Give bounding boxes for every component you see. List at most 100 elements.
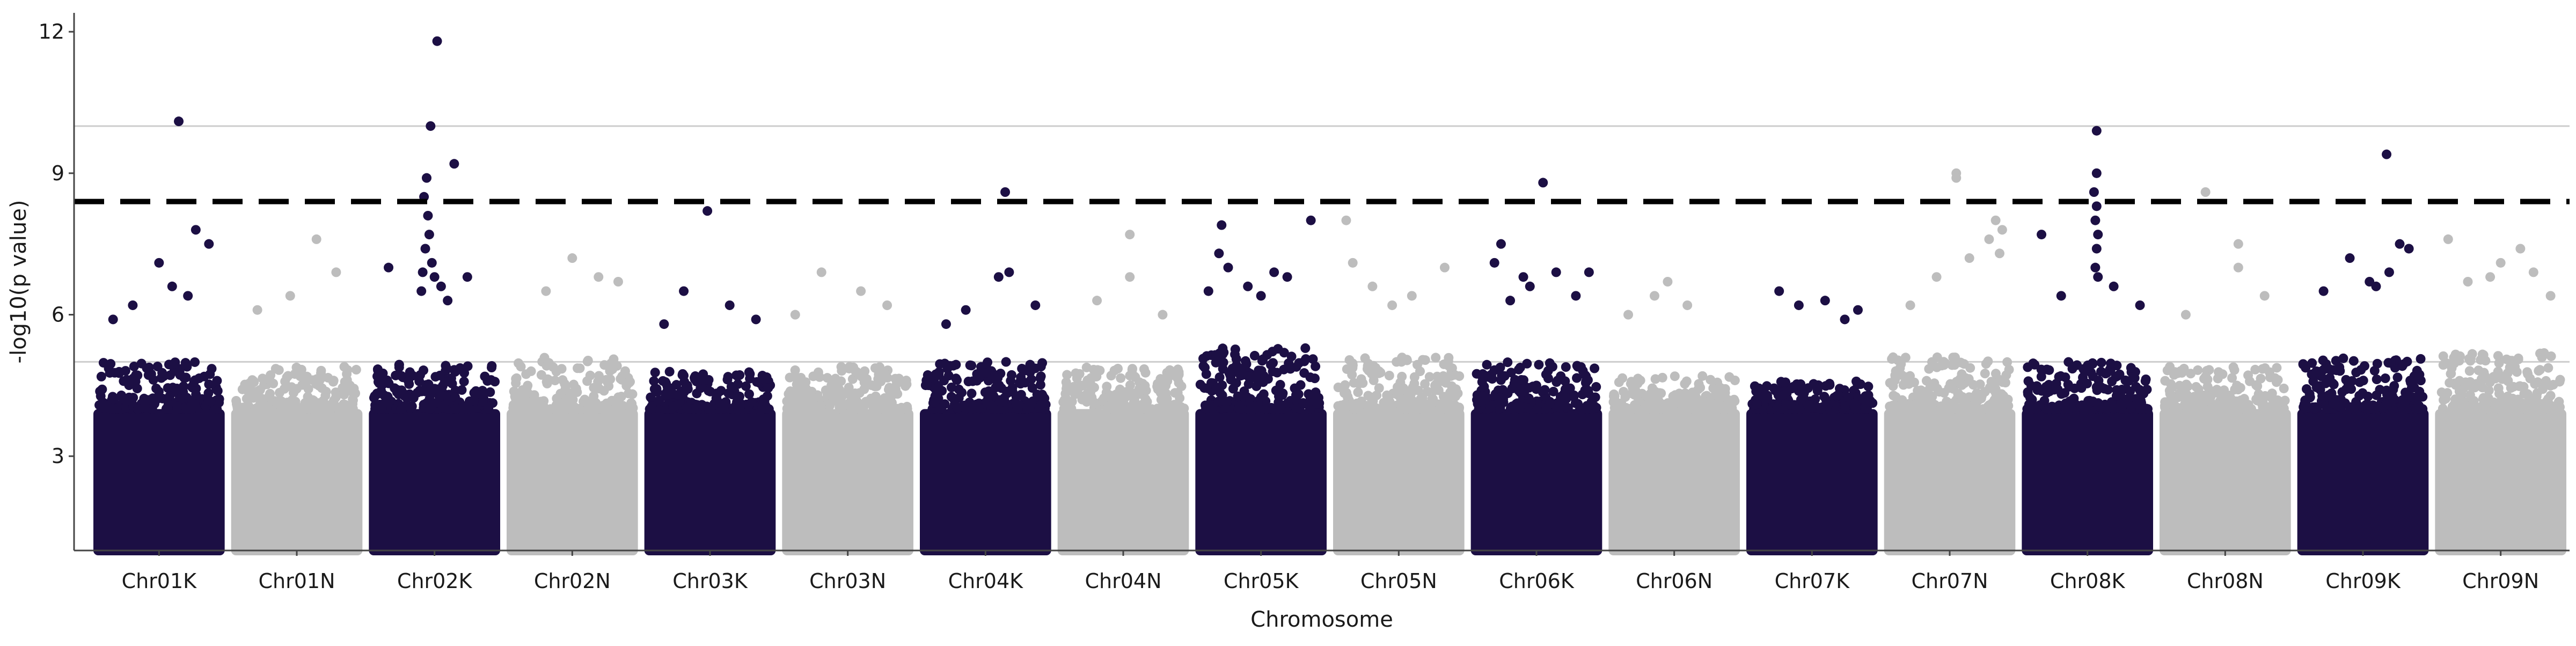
peak-point <box>856 286 866 296</box>
peak-point <box>1794 300 1804 310</box>
data-point <box>2054 372 2064 382</box>
data-point <box>2438 403 2448 414</box>
data-point <box>2358 376 2368 386</box>
data-point <box>813 367 823 377</box>
data-point <box>133 370 143 380</box>
data-point <box>97 384 107 394</box>
data-point <box>2103 385 2113 395</box>
data-point <box>2493 351 2503 361</box>
data-point <box>1524 393 1534 403</box>
data-point <box>763 383 773 393</box>
data-point <box>2142 404 2153 414</box>
peak-point <box>1994 248 2004 259</box>
data-point <box>1426 403 1436 413</box>
data-point <box>1946 380 1957 391</box>
data-point <box>2416 354 2426 364</box>
data-point <box>821 385 831 395</box>
data-point <box>1590 392 1600 402</box>
chromosome-group-chr02k <box>369 36 500 555</box>
x-tick-label: Chr05N <box>1360 569 1437 593</box>
data-point <box>2088 359 2098 369</box>
data-point <box>1129 404 1139 414</box>
data-point <box>270 364 281 374</box>
data-point <box>761 403 771 414</box>
data-point <box>1840 401 1850 412</box>
peak-point <box>191 225 201 235</box>
peak-point <box>1125 272 1135 282</box>
data-point <box>2411 404 2421 414</box>
peak-point <box>252 305 262 315</box>
data-point <box>1887 354 1897 364</box>
peak-point <box>2259 291 2270 301</box>
data-point <box>790 365 800 376</box>
data-point <box>1614 377 1624 387</box>
peak-point <box>423 210 433 221</box>
data-point <box>923 370 933 380</box>
data-point <box>509 386 519 397</box>
data-point <box>480 371 490 381</box>
data-point <box>1898 380 1908 390</box>
data-point <box>1198 361 1209 371</box>
data-point <box>412 387 422 398</box>
data-point <box>109 394 119 404</box>
data-point <box>427 402 437 413</box>
data-point <box>2473 365 2484 376</box>
data-point <box>1646 404 1657 414</box>
data-point <box>1220 402 1231 413</box>
data-point <box>264 391 274 401</box>
data-point <box>652 384 662 394</box>
data-point <box>1249 350 1260 361</box>
data-point <box>782 404 793 414</box>
y-tick-label: 3 <box>52 444 64 468</box>
data-point <box>1454 371 1465 381</box>
data-point <box>455 363 465 373</box>
data-point <box>2361 400 2371 410</box>
data-point <box>1254 365 1264 376</box>
peak-point <box>2135 300 2145 310</box>
data-point <box>124 377 134 387</box>
peak-point <box>1682 300 1693 310</box>
peak-point <box>1525 281 1535 291</box>
data-point <box>2102 368 2112 378</box>
data-point <box>1367 400 1377 410</box>
data-point <box>245 378 255 388</box>
data-point <box>1626 379 1636 389</box>
data-point <box>2273 375 2283 385</box>
data-point <box>936 403 946 414</box>
data-point <box>2541 376 2551 386</box>
data-point <box>1384 370 1394 380</box>
data-point <box>1400 385 1410 395</box>
chromosome-group-chr01k <box>93 116 225 555</box>
peak-point <box>311 234 321 244</box>
data-point <box>1809 379 1819 389</box>
data-point <box>1279 348 1289 358</box>
data-point <box>1012 403 1022 414</box>
data-point <box>1932 352 1942 362</box>
data-point <box>1723 401 1733 412</box>
data-point <box>1372 390 1382 400</box>
data-point <box>902 379 912 390</box>
data-point <box>1534 359 1544 370</box>
data-point <box>1560 376 1570 386</box>
data-point <box>1156 395 1166 405</box>
data-point <box>1687 387 1697 398</box>
data-point <box>1697 371 1708 381</box>
data-point <box>96 371 106 381</box>
data-point <box>446 373 456 384</box>
data-point <box>1211 384 1221 394</box>
data-point <box>539 401 549 412</box>
peak-point <box>421 173 431 183</box>
data-point <box>726 381 736 392</box>
data-point <box>1077 394 1087 405</box>
data-point <box>99 403 109 413</box>
data-point <box>2002 357 2012 367</box>
data-point <box>1590 363 1600 373</box>
data-point <box>1953 403 1963 414</box>
peak-point <box>426 121 436 131</box>
data-point <box>1433 403 1443 414</box>
data-point <box>1424 372 1435 382</box>
data-point <box>870 363 880 373</box>
data-point <box>2337 387 2347 397</box>
chromosome-group-chr07k <box>1746 286 1878 555</box>
data-point <box>1531 384 1541 394</box>
